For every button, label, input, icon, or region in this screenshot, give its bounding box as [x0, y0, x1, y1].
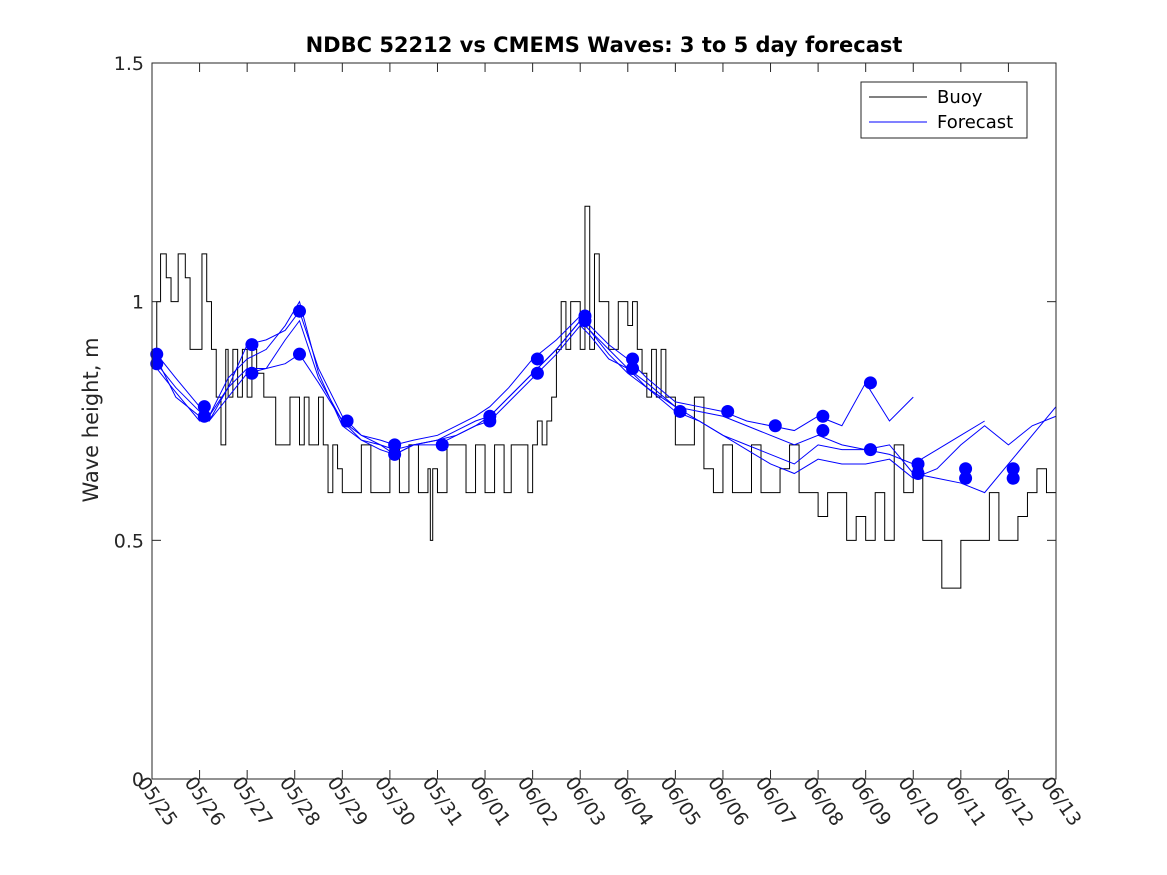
forecast-marker: [768, 419, 782, 433]
legend-forecast-label: Forecast: [937, 112, 1013, 133]
forecast-marker: [721, 404, 735, 418]
forecast-marker: [816, 409, 830, 423]
forecast-marker: [530, 352, 544, 366]
y-tick-label: 0.5: [114, 530, 144, 552]
forecast-marker: [197, 409, 211, 423]
forecast-marker: [673, 404, 687, 418]
forecast-marker: [911, 467, 925, 481]
forecast-marker: [1006, 471, 1020, 485]
y-axis-label: Wave height, m: [79, 337, 103, 502]
legend: Buoy Forecast: [860, 81, 1028, 139]
forecast-marker: [959, 471, 973, 485]
forecast-marker: [578, 314, 592, 328]
y-tick-label: 0: [132, 769, 144, 791]
forecast-marker: [435, 438, 449, 452]
forecast-marker: [292, 304, 306, 318]
forecast-marker: [863, 443, 877, 457]
legend-buoy-label: Buoy: [937, 87, 983, 108]
forecast-marker: [911, 457, 925, 471]
forecast-marker: [1006, 462, 1020, 476]
legend-box: [860, 81, 1028, 139]
chart-title: NDBC 52212 vs CMEMS Waves: 3 to 5 day fo…: [306, 33, 903, 57]
forecast-marker: [197, 400, 211, 414]
forecast-marker: [292, 347, 306, 361]
forecast-marker: [626, 352, 640, 366]
forecast-marker: [340, 414, 354, 428]
forecast-series-line-3: [156, 300, 1057, 494]
forecast-marker: [388, 447, 402, 461]
axes-box: [151, 62, 1057, 780]
y-tick-label: 1: [132, 292, 144, 314]
forecast-marker: [863, 376, 877, 390]
y-tick-label: 1.5: [114, 53, 144, 75]
forecast-marker: [959, 462, 973, 476]
forecast-marker: [150, 347, 164, 361]
forecast-marker: [245, 366, 259, 380]
forecast-marker: [245, 338, 259, 352]
forecast-marker: [626, 361, 640, 375]
forecast-series-line-1: [156, 310, 914, 446]
forecast-series-line-4: [156, 319, 1057, 479]
forecast-marker: [150, 357, 164, 371]
forecast-marker: [483, 414, 497, 428]
forecast-marker: [816, 424, 830, 438]
forecast-marker: [388, 438, 402, 452]
forecast-marker: [530, 366, 544, 380]
